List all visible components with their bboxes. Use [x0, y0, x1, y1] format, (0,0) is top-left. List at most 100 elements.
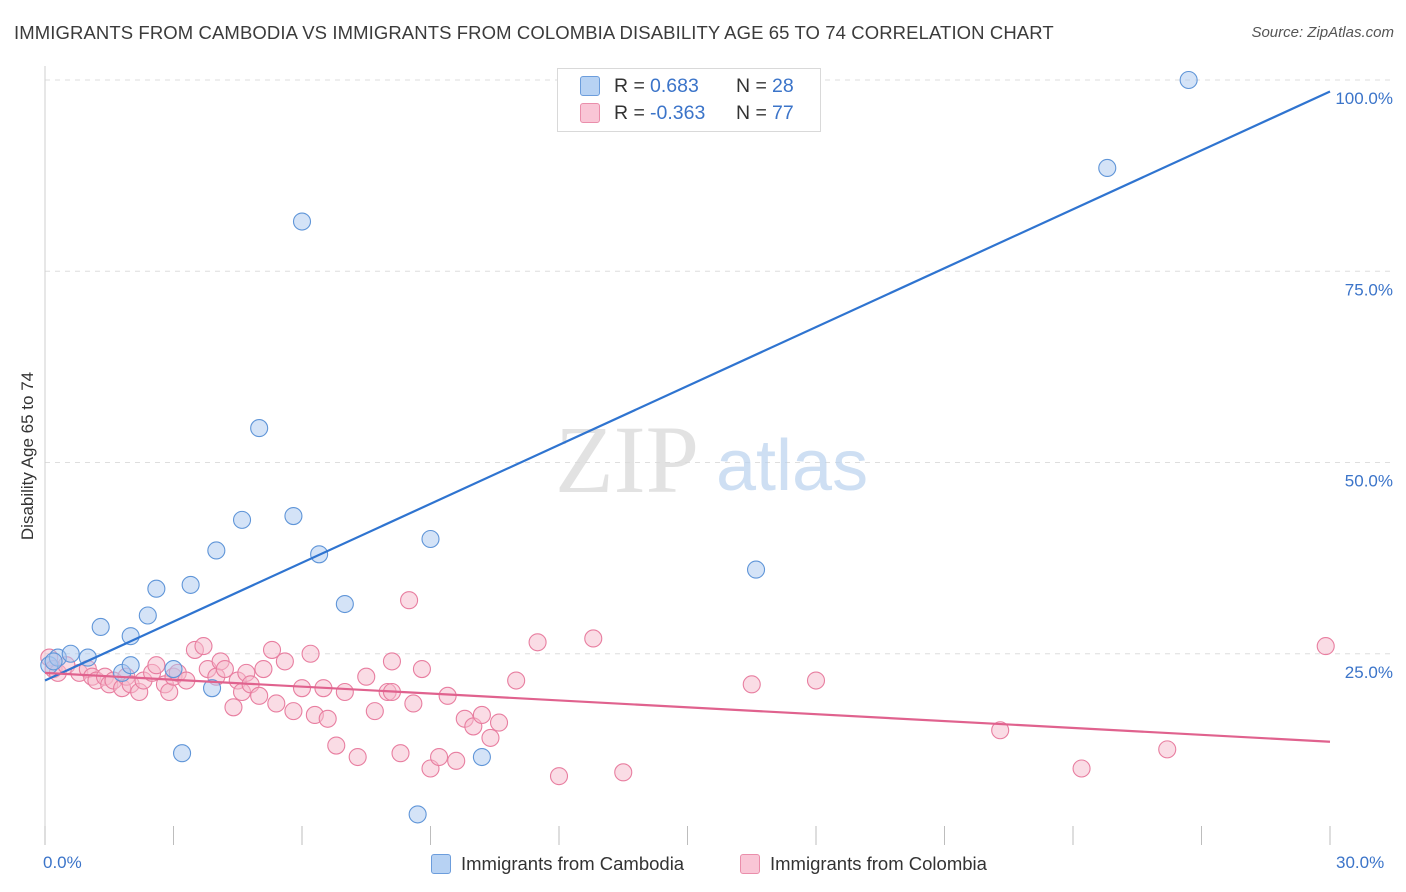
- data-point-colombia: [262, 640, 282, 659]
- y-tick-label: 75.0%: [1345, 280, 1393, 299]
- data-point-colombia: [400, 591, 419, 610]
- bottom-legend-swatch-colombia: [740, 854, 760, 874]
- data-point-colombia: [224, 698, 243, 717]
- data-point-colombia: [1072, 759, 1091, 778]
- data-point-colombia: [549, 767, 569, 786]
- correlation-legend: R = 0.683 N = 28 R = -0.363 N = 77: [557, 68, 821, 132]
- data-point-cambodia: [121, 656, 140, 675]
- data-point-colombia: [284, 702, 303, 721]
- data-point-colombia: [335, 682, 354, 702]
- legend-n-value-colombia: 77: [772, 101, 794, 124]
- data-point-colombia: [267, 694, 286, 713]
- data-point-cambodia: [138, 606, 157, 625]
- watermark-zip: ZIP: [555, 406, 699, 513]
- data-point-colombia: [318, 709, 337, 728]
- x-tick-min: 0.0%: [43, 853, 82, 872]
- legend-swatch-cambodia: [580, 76, 600, 96]
- data-point-colombia: [742, 675, 761, 694]
- data-point-cambodia: [421, 529, 440, 549]
- data-point-colombia: [275, 652, 294, 671]
- data-point-colombia: [528, 633, 547, 652]
- data-point-cambodia: [203, 679, 222, 698]
- chart-title: IMMIGRANTS FROM CAMBODIA VS IMMIGRANTS F…: [14, 22, 1054, 43]
- data-point-cambodia: [408, 805, 427, 824]
- data-point-colombia: [194, 637, 213, 656]
- y-tick-labels: 25.0% 50.0% 75.0% 100.0%: [1335, 89, 1393, 682]
- data-point-colombia: [430, 747, 449, 767]
- bottom-legend-label-colombia: Immigrants from Colombia: [770, 853, 987, 874]
- bottom-legend-colombia[interactable]: Immigrants from Colombia: [740, 852, 987, 876]
- data-point-cambodia: [147, 579, 166, 598]
- data-point-colombia: [215, 659, 234, 679]
- source-label: Source: ZipAtlas.com: [1251, 24, 1394, 41]
- data-point-colombia: [292, 679, 312, 698]
- data-point-cambodia: [232, 510, 252, 529]
- data-point-cambodia: [164, 659, 183, 679]
- data-point-colombia: [147, 656, 166, 675]
- watermark: ZIP atlas: [555, 406, 868, 513]
- data-point-colombia: [391, 744, 410, 763]
- bottom-legend-swatch-cambodia: [431, 854, 451, 874]
- y-tick-label: 50.0%: [1345, 472, 1393, 491]
- bottom-legend-label-cambodia: Immigrants from Cambodia: [461, 853, 685, 874]
- trend-line-cambodia: [44, 90, 1331, 682]
- data-point-colombia: [447, 751, 466, 770]
- data-point-cambodia: [44, 652, 63, 671]
- data-point-cambodia: [1098, 158, 1117, 178]
- data-point-colombia: [382, 652, 402, 671]
- series-colombia: [40, 591, 1335, 786]
- data-point-cambodia: [250, 419, 269, 438]
- data-point-colombia: [327, 736, 346, 755]
- data-point-colombia: [357, 667, 376, 686]
- legend-row-cambodia: R = 0.683 N = 28: [580, 74, 794, 98]
- data-point-cambodia: [292, 212, 312, 231]
- x-tick-max: 30.0%: [1336, 853, 1385, 872]
- data-point-cambodia: [284, 506, 303, 526]
- data-point-colombia: [991, 721, 1010, 740]
- data-point-colombia: [404, 694, 423, 713]
- data-point-colombia: [301, 644, 320, 663]
- data-point-cambodia: [91, 617, 110, 637]
- y-tick-label: 25.0%: [1345, 663, 1393, 682]
- data-point-cambodia: [472, 747, 491, 767]
- data-point-cambodia: [61, 644, 80, 663]
- legend-r-value-cambodia: 0.683: [650, 74, 699, 97]
- legend-swatch-colombia: [580, 103, 600, 123]
- legend-n-label: N =: [736, 74, 767, 97]
- data-point-colombia: [489, 713, 509, 732]
- bottom-legend-cambodia[interactable]: Immigrants from Cambodia: [431, 852, 684, 876]
- data-point-colombia: [365, 702, 384, 721]
- legend-n-label: N =: [736, 101, 767, 124]
- grid-layer: [45, 79, 1394, 655]
- data-point-cambodia: [173, 744, 192, 763]
- data-point-colombia: [614, 763, 633, 782]
- data-point-colombia: [1316, 637, 1335, 656]
- legend-r-value-colombia: -0.363: [650, 101, 706, 124]
- watermark-atlas: atlas: [716, 426, 868, 506]
- data-point-cambodia: [335, 594, 354, 614]
- data-point-colombia: [160, 682, 179, 702]
- data-point-colombia: [481, 728, 500, 747]
- y-axis-label: Disability Age 65 to 74: [18, 371, 37, 541]
- data-point-colombia: [348, 747, 367, 767]
- data-point-colombia: [472, 705, 491, 725]
- data-point-cambodia: [181, 575, 200, 594]
- legend-r-label: R =: [614, 101, 645, 124]
- data-point-cambodia: [1179, 70, 1198, 90]
- data-point-cambodia: [207, 541, 226, 560]
- data-point-colombia: [1158, 740, 1177, 759]
- data-point-colombia: [254, 659, 273, 679]
- data-point-colombia: [250, 686, 269, 705]
- legend-r-label: R =: [614, 74, 645, 97]
- trend-line-colombia: [44, 671, 1331, 743]
- legend-n-value-cambodia: 28: [772, 74, 794, 97]
- trend-layer: [44, 90, 1331, 743]
- data-point-cambodia: [746, 560, 766, 579]
- data-point-colombia: [507, 671, 526, 690]
- data-point-colombia: [584, 629, 603, 648]
- data-point-colombia: [806, 671, 826, 690]
- data-point-colombia: [412, 659, 431, 679]
- axis-layer: [44, 66, 1331, 845]
- y-tick-label: 100.0%: [1335, 89, 1393, 108]
